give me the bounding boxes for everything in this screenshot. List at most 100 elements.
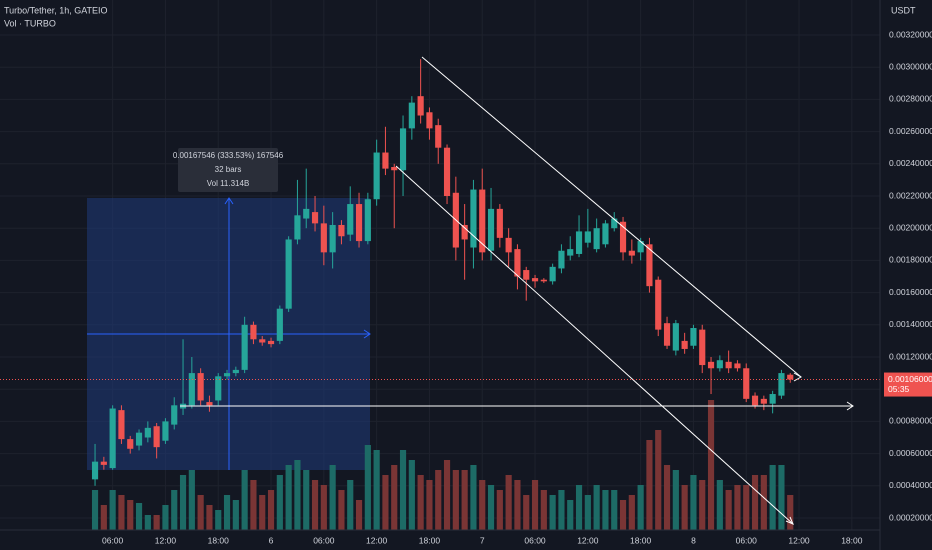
volume-bar — [391, 465, 398, 530]
candle-body — [294, 215, 301, 240]
volume-bar — [232, 500, 239, 530]
candle-body — [215, 376, 222, 401]
axis-unit: USDT — [891, 5, 916, 15]
candle-body — [364, 199, 371, 242]
volume-bar — [549, 495, 556, 530]
candle-body — [100, 461, 107, 465]
volume-bar — [487, 485, 495, 530]
candle-body — [461, 224, 468, 240]
candle-body — [787, 374, 794, 380]
candle-body — [646, 244, 653, 287]
candle-body — [558, 250, 565, 269]
candle-body — [716, 360, 723, 369]
candle-body — [232, 369, 239, 374]
volume-bar — [382, 475, 389, 530]
candle-body — [109, 408, 116, 469]
volume-bar — [575, 485, 583, 530]
candle-body — [267, 340, 275, 345]
volume-bar — [338, 490, 345, 530]
candle-body — [223, 373, 231, 377]
candle-body — [760, 398, 767, 404]
candle-body — [355, 204, 363, 242]
candle-body — [611, 218, 618, 229]
y-tick-label: 0.00020000 — [889, 512, 932, 522]
candle-body — [259, 339, 266, 343]
candle-body — [602, 223, 609, 245]
volume-bar — [602, 490, 609, 530]
y-tick-label: 0.00280000 — [889, 94, 932, 104]
volume-bar — [109, 490, 116, 530]
volume-bar — [496, 490, 503, 530]
volume-bar — [699, 480, 706, 530]
volume-bar — [760, 475, 767, 530]
volume-bar — [311, 480, 319, 530]
candle-body — [470, 189, 477, 248]
y-tick-label: 0.00320000 — [889, 29, 932, 39]
volume-bar — [179, 475, 187, 530]
volume-bars — [91, 400, 794, 530]
volume-bar — [505, 475, 512, 530]
volume-bar — [135, 503, 143, 530]
candle-body — [127, 439, 134, 449]
candle-body — [153, 426, 160, 448]
candle-body — [443, 147, 451, 196]
candle-body — [91, 461, 99, 480]
volume-bar — [118, 495, 125, 530]
candle-body — [206, 402, 213, 406]
x-tick-label: 18:00 — [841, 535, 863, 545]
candle-body — [663, 323, 671, 346]
candle-body — [734, 363, 741, 369]
volume-bar — [461, 470, 468, 530]
candle-body — [276, 308, 283, 341]
volume-bar — [655, 430, 662, 530]
volume-bar — [646, 440, 653, 530]
candle-body — [250, 324, 257, 340]
candle-body — [241, 324, 248, 370]
volume-bar — [373, 450, 380, 530]
x-tick-label: 12:00 — [155, 535, 177, 545]
candle-body — [373, 152, 380, 200]
candle-body — [347, 204, 354, 235]
last-price-box — [884, 372, 932, 397]
candle-body — [699, 329, 706, 366]
candle-body — [628, 250, 635, 256]
volume-bar — [558, 490, 565, 530]
volume-bar — [690, 475, 697, 530]
volume-bar — [751, 475, 759, 530]
candle-body — [382, 152, 389, 169]
y-tick-label: 0.00240000 — [889, 158, 932, 168]
x-tick-label: 18:00 — [208, 535, 230, 545]
x-tick-label: 06:00 — [313, 535, 335, 545]
candle-body — [769, 394, 776, 404]
volume-bar — [681, 485, 688, 530]
x-tick-label: 06:00 — [736, 535, 758, 545]
x-tick-label: 06:00 — [102, 535, 124, 545]
volume-bar — [584, 495, 591, 530]
volume-bar — [285, 465, 292, 530]
y-tick-label: 0.00160000 — [889, 287, 932, 297]
volume-bar — [355, 500, 363, 530]
candle-body — [619, 221, 627, 253]
candle-body — [584, 231, 591, 243]
countdown: 05:35 — [888, 384, 910, 394]
candle-body — [707, 361, 715, 369]
trend-line-upper — [421, 56, 802, 378]
volume-bar — [171, 490, 178, 530]
volume-bar — [663, 465, 671, 530]
volume-bar — [540, 490, 547, 530]
volume-bar — [303, 470, 310, 530]
candle-body — [188, 373, 195, 406]
measure-tooltip — [178, 148, 278, 192]
candle-body — [426, 112, 433, 129]
volume-bar — [787, 495, 794, 530]
measure-v-arrow — [224, 197, 234, 205]
measure-text: 0.00167546 (333.53%) 167546 — [173, 151, 284, 160]
trend-line-lower — [395, 165, 794, 525]
volume-bar — [637, 485, 644, 530]
candle-body — [523, 270, 530, 280]
volume-bar — [188, 470, 195, 530]
candle-body — [496, 208, 503, 238]
y-tick-label: 0.00120000 — [889, 351, 932, 361]
x-tick-label: 8 — [691, 535, 696, 545]
candle-body — [681, 340, 688, 349]
